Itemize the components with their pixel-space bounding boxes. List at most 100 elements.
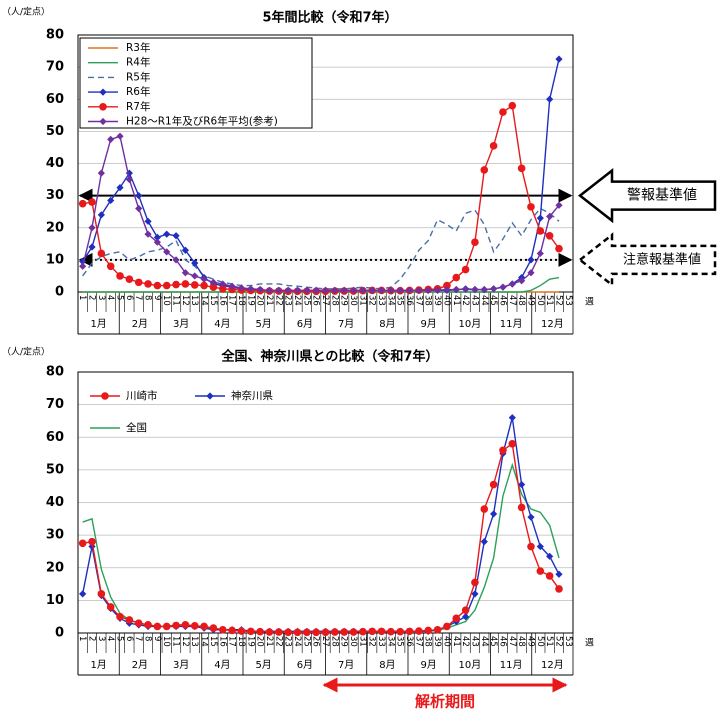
x-tick-label: 50 xyxy=(535,295,545,306)
data-point xyxy=(97,590,106,598)
data-point xyxy=(144,621,152,629)
reference-label: 注意報基準値 xyxy=(623,251,701,267)
data-point xyxy=(536,542,544,551)
data-point xyxy=(555,201,563,209)
x-tick-label: 29 xyxy=(339,636,349,647)
month-label: 3月 xyxy=(173,659,189,671)
x-tick-label: 32 xyxy=(367,636,377,647)
data-point xyxy=(517,164,526,173)
legend-label: R3年 xyxy=(126,41,150,54)
legend-marker xyxy=(99,88,107,96)
chart-title: 全国、神奈川県との比較（令和7年） xyxy=(221,349,439,365)
month-label: 1月 xyxy=(90,659,106,671)
x-tick-label: 1 xyxy=(77,636,87,641)
x-tick-label: 35 xyxy=(395,636,405,647)
data-point xyxy=(499,283,507,291)
x-tick-label: 47 xyxy=(507,636,517,647)
data-point xyxy=(527,269,535,277)
month-label: 5月 xyxy=(255,659,271,671)
x-tick-label: 23 xyxy=(283,636,293,647)
data-point xyxy=(359,627,367,636)
data-point xyxy=(97,211,105,219)
legend-marker xyxy=(99,117,107,126)
data-point xyxy=(237,284,246,292)
x-tick-label: 42 xyxy=(460,295,470,306)
data-point xyxy=(135,192,143,200)
x-tick-label: 40 xyxy=(441,636,451,647)
month-label: 7月 xyxy=(338,659,354,671)
data-point xyxy=(265,286,274,294)
y-tick-label: 50 xyxy=(46,124,64,139)
x-tick-label: 13 xyxy=(189,295,199,306)
data-point xyxy=(443,622,451,631)
data-point xyxy=(489,142,498,150)
x-tick-label: 44 xyxy=(479,636,489,647)
x-tick-label: 10 xyxy=(161,295,171,306)
y-tick-label: 30 xyxy=(46,188,64,203)
data-point xyxy=(153,281,162,290)
month-label: 2月 xyxy=(132,659,148,671)
x-tick-label: 47 xyxy=(507,295,517,306)
data-point xyxy=(555,570,563,578)
data-point xyxy=(461,265,470,274)
legend-label: R5年 xyxy=(126,70,150,83)
data-point xyxy=(461,606,470,614)
x-axis-label: 週 xyxy=(585,638,594,649)
data-point xyxy=(144,217,152,225)
x-tick-label: 20 xyxy=(255,636,265,647)
x-tick-label: 31 xyxy=(357,295,367,306)
series-layer xyxy=(78,414,563,637)
x-tick-label: 3 xyxy=(96,636,106,641)
x-tick-label: 8 xyxy=(143,295,153,300)
data-point xyxy=(340,628,348,636)
data-point xyxy=(163,248,171,256)
legend-label: R6年 xyxy=(126,85,150,98)
data-point xyxy=(377,286,386,294)
y-tick-label: 0 xyxy=(55,285,64,300)
data-point xyxy=(163,230,171,238)
data-point xyxy=(545,572,554,580)
legend-label: R7年 xyxy=(126,100,150,113)
x-tick-label: 8 xyxy=(143,636,153,641)
x-tick-label: 22 xyxy=(273,295,283,306)
x-tick-label: 34 xyxy=(385,636,395,647)
data-point xyxy=(471,590,479,598)
month-label: 4月 xyxy=(214,659,230,671)
chart-title: 5年間比較（令和7年） xyxy=(262,10,397,26)
data-point xyxy=(480,285,488,294)
x-tick-label: 33 xyxy=(376,636,386,647)
data-point xyxy=(191,259,199,267)
data-point xyxy=(546,552,554,560)
data-point xyxy=(209,278,218,286)
y-tick-label: 70 xyxy=(46,60,64,75)
x-tick-label: 2 xyxy=(87,636,97,641)
series-line xyxy=(82,207,560,290)
data-point xyxy=(88,224,96,232)
month-label: 6月 xyxy=(297,318,313,330)
data-point xyxy=(499,446,507,455)
x-tick-label: 35 xyxy=(395,295,405,306)
x-tick-label: 1 xyxy=(77,295,87,300)
data-point xyxy=(88,198,96,206)
data-point xyxy=(555,55,563,63)
x-tick-label: 25 xyxy=(301,295,311,306)
y-tick-label: 0 xyxy=(55,626,64,641)
x-tick-label: 39 xyxy=(432,295,442,306)
data-point xyxy=(490,285,498,293)
data-point xyxy=(461,285,470,294)
data-point xyxy=(172,621,180,630)
data-point xyxy=(331,286,339,294)
data-point xyxy=(546,212,554,221)
data-point xyxy=(162,281,171,290)
data-point xyxy=(172,256,180,264)
x-tick-label: 49 xyxy=(525,295,535,306)
x-tick-label: 4 xyxy=(105,295,115,300)
data-point xyxy=(536,249,544,258)
data-point xyxy=(256,627,264,636)
x-tick-label: 12 xyxy=(180,295,190,306)
data-point xyxy=(527,542,535,551)
x-tick-label: 45 xyxy=(488,295,498,306)
x-tick-label: 38 xyxy=(423,636,433,647)
data-point xyxy=(480,166,489,174)
data-point xyxy=(107,135,115,144)
